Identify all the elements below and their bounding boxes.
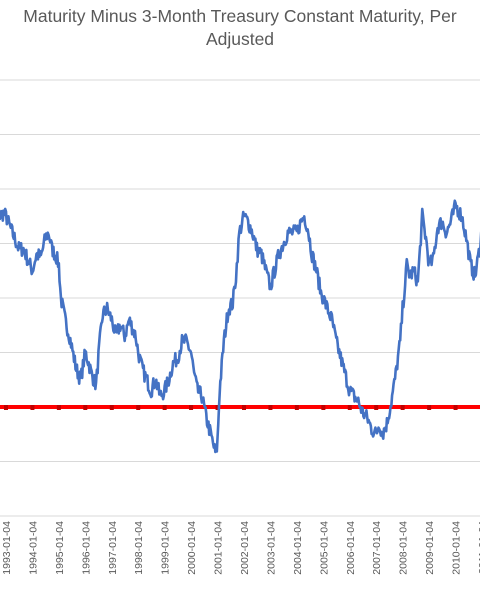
baseline-marker-14 (374, 405, 379, 410)
baseline-marker-7 (189, 405, 194, 410)
x-tick-label-15: 2008-01-04 (398, 521, 410, 575)
x-axis-tick-labels: 1993-01-04 1994-01-04 1995-01-04 1996-01-04… (1, 521, 480, 575)
baseline-marker-11 (294, 405, 299, 410)
x-tick-label-10: 2003-01-04 (265, 521, 277, 575)
x-tick-label-16: 2009-01-04 (424, 521, 436, 575)
x-tick-label-7: 2000-01-04 (186, 521, 198, 575)
baseline-marker-6 (162, 405, 167, 410)
baseline-marker-12 (321, 405, 326, 410)
baseline-marker-10 (268, 405, 273, 410)
baseline-marker-16 (427, 405, 432, 410)
baseline-marker-8 (215, 405, 220, 410)
x-tick-label-0: 1993-01-04 (1, 521, 13, 575)
x-tick-label-9: 2002-01-04 (239, 521, 251, 575)
baseline-marker-5 (136, 405, 141, 410)
x-tick-label-4: 1997-01-04 (107, 521, 119, 575)
baseline-marker-17 (453, 405, 458, 410)
x-tick-label-8: 2001-01-04 (213, 521, 225, 575)
x-tick-label-3: 1996-01-04 (80, 521, 92, 575)
x-tick-label-17: 2010-01-04 (451, 521, 463, 575)
x-tick-label-1: 1994-01-04 (27, 521, 39, 575)
x-tick-label-5: 1998-01-04 (133, 521, 145, 575)
x-tick-label-2: 1995-01-04 (54, 521, 66, 575)
x-tick-label-6: 1999-01-04 (160, 521, 172, 575)
baseline-marker-1 (30, 405, 35, 410)
gridlines (0, 79, 480, 517)
zero-baseline (0, 405, 480, 410)
baseline-marker-9 (242, 405, 246, 410)
chart-title-line-1: Maturity Minus 3-Month Treasury Constant… (23, 6, 457, 26)
chart-title-line-2: Adjusted (205, 29, 275, 49)
series-layer (0, 199, 480, 454)
baseline-marker-15 (400, 405, 405, 410)
x-tick-label-14: 2007-01-04 (371, 521, 383, 575)
series-line (0, 199, 480, 454)
baseline-marker-4 (109, 405, 114, 410)
baseline-marker-0 (4, 405, 8, 410)
x-tick-label-18: 2011-01-04 (477, 521, 480, 574)
x-tick-label-11: 2004-01-04 (292, 521, 304, 575)
baseline-marker-13 (347, 405, 352, 410)
baseline-marker-3 (83, 405, 88, 410)
chart-title: Maturity Minus 3-Month Treasury Constant… (0, 5, 480, 51)
x-tick-label-13: 2006-01-04 (345, 521, 357, 575)
x-tick-label-12: 2005-01-04 (318, 521, 330, 575)
baseline-marker-2 (56, 405, 61, 410)
